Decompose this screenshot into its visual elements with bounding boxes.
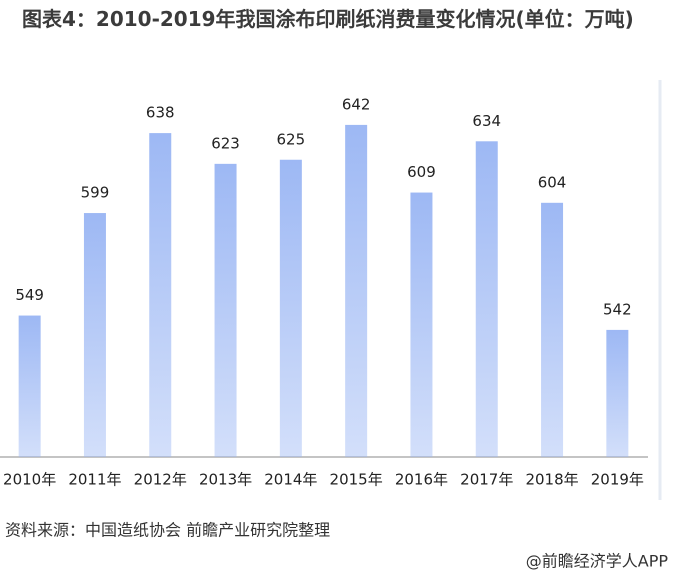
bar — [149, 133, 172, 457]
bar — [18, 315, 41, 457]
bar — [345, 124, 368, 458]
bar — [541, 202, 564, 457]
bar — [214, 163, 237, 457]
bar — [475, 141, 498, 458]
data-label: 623 — [211, 134, 240, 152]
data-label: 549 — [15, 286, 44, 304]
data-label: 634 — [472, 112, 501, 130]
footer-brand: @前瞻经济学人APP — [526, 552, 669, 571]
x-tick-label: 2016年 — [395, 471, 448, 489]
x-tick-label: 2011年 — [68, 471, 121, 489]
x-tick-label: 2013年 — [199, 471, 252, 489]
x-tick-label: 2012年 — [134, 471, 187, 489]
x-tick-label: 2018年 — [525, 471, 578, 489]
data-label: 638 — [146, 104, 175, 122]
x-tick-label: 2010年 — [3, 471, 56, 489]
data-label: 625 — [277, 130, 306, 148]
bar — [606, 329, 629, 457]
x-tick-label: 2015年 — [330, 471, 383, 489]
data-label: 604 — [538, 173, 567, 191]
data-label: 642 — [342, 95, 371, 113]
data-label: 609 — [407, 163, 436, 181]
data-label: 599 — [81, 184, 110, 202]
bar — [410, 192, 433, 458]
bar — [83, 213, 106, 457]
x-tick-label: 2014年 — [264, 471, 317, 489]
data-label: 542 — [603, 300, 632, 318]
x-tick-label: 2019年 — [591, 471, 644, 489]
x-tick-label: 2017年 — [460, 471, 513, 489]
source-note: 资料来源：中国造纸协会 前瞻产业研究院整理 — [5, 521, 330, 540]
bar — [279, 159, 302, 457]
chart-title: 图表4：2010-2019年我国涂布印刷纸消费量变化情况(单位：万吨) — [22, 7, 634, 31]
